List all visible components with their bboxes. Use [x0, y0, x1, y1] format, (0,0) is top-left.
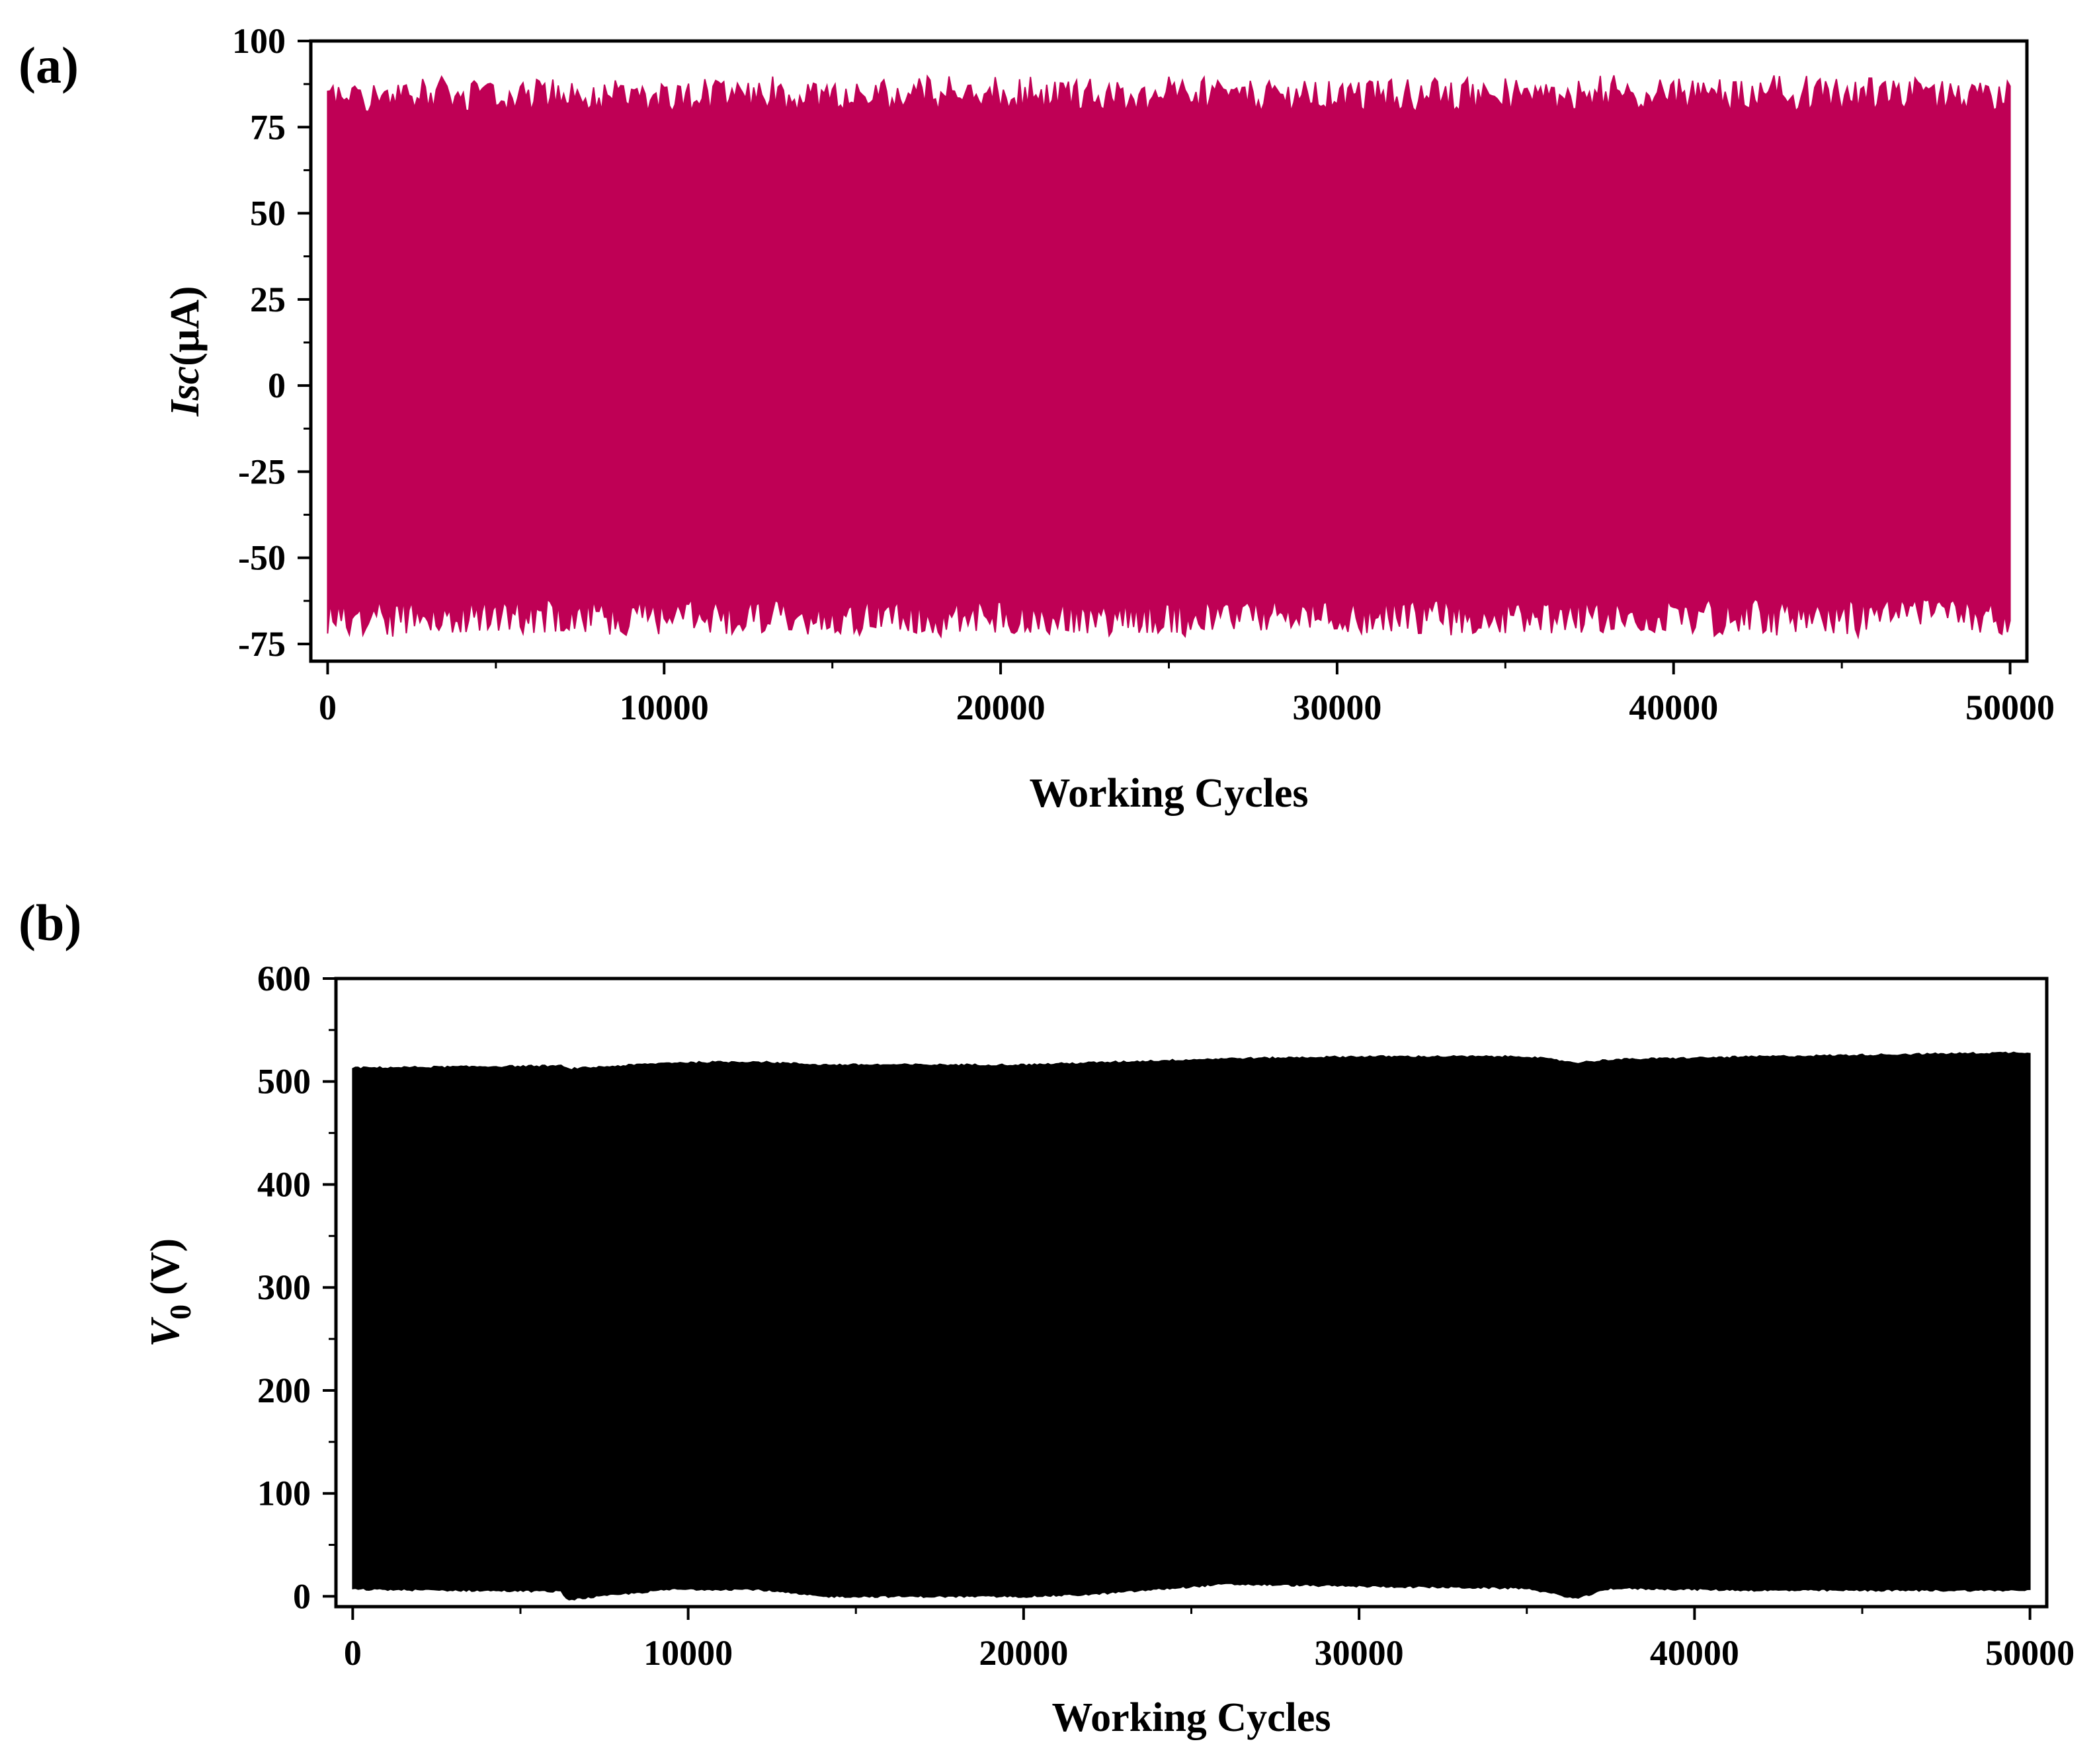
panel-label: (a): [19, 36, 79, 94]
y-tick-label: -50: [238, 538, 286, 578]
y-axis-title-unit: (V): [143, 1238, 188, 1295]
y-axis-title: V0 (V): [143, 1238, 197, 1347]
y-tick-label: -25: [238, 452, 286, 491]
y-tick-label: -75: [238, 624, 286, 664]
series-area: [352, 1051, 2031, 1601]
y-tick-label: 0: [293, 1576, 311, 1616]
y-tick-label: 100: [232, 21, 286, 61]
y-tick-label: 500: [257, 1062, 311, 1102]
x-tick-label: 30000: [1292, 688, 1381, 727]
panel-a: (a) 0 10000 20000 30000 40000 50000 -75 -50 -25 0 2…: [19, 21, 2055, 816]
series-1: [352, 1051, 2031, 1601]
x-tick-label: 0: [319, 688, 337, 727]
series-0: [327, 74, 2011, 640]
y-tick-label: 200: [257, 1371, 311, 1410]
x-axis-title: Working Cycles: [1030, 771, 1309, 816]
y-tick-label: 25: [250, 280, 286, 319]
series-area: [327, 74, 2011, 640]
y-tick-label: 300: [257, 1267, 311, 1307]
y-axis-title-main: Isc: [163, 366, 208, 417]
x-tick-label: 50000: [1985, 1633, 2075, 1673]
y-tick-label: 50: [250, 194, 286, 233]
y-tick-label: 400: [257, 1164, 311, 1204]
y-axis-title-main: V: [143, 1316, 188, 1347]
x-tick-label: 30000: [1315, 1633, 1404, 1673]
y-tick-label: 0: [268, 366, 286, 405]
x-tick-label: 20000: [979, 1633, 1068, 1673]
x-tick-label: 40000: [1650, 1633, 1739, 1673]
panel-label: (b): [19, 894, 81, 951]
y-axis-title-unit: (μA): [163, 286, 208, 366]
x-tick-label: 10000: [620, 688, 709, 727]
x-tick-label: 0: [344, 1633, 362, 1673]
y-axis-title-sub: 0: [163, 1304, 197, 1320]
y-tick-label: 100: [257, 1474, 311, 1513]
y-tick-label: 600: [257, 959, 311, 998]
x-tick-label: 40000: [1629, 688, 1718, 727]
y-axis-title: Isc(μA): [163, 286, 208, 417]
x-tick-label: 10000: [643, 1633, 733, 1673]
x-tick-label: 20000: [956, 688, 1046, 727]
y-tick-label: 75: [250, 107, 286, 147]
x-axis-title: Working Cycles: [1052, 1695, 1331, 1740]
panel-b: (b) 0 10000 20000 30000 40000 50000 0 100 200 300 4…: [19, 894, 2075, 1740]
x-tick-label: 50000: [1965, 688, 2055, 727]
